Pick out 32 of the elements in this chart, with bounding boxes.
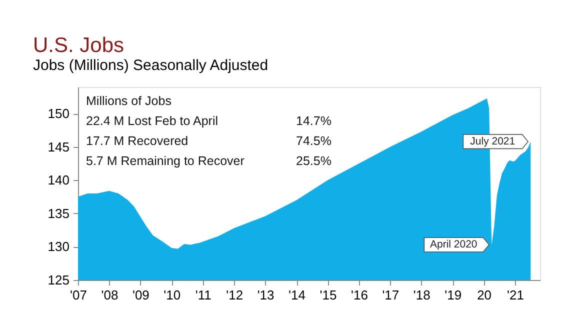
annotation: 14.7% <box>296 114 332 128</box>
x-tick-label: '15 <box>320 288 337 302</box>
x-tick-label: 20 <box>477 288 492 302</box>
x-tick-label: '09 <box>132 288 150 302</box>
y-tick-label: 145 <box>48 139 70 154</box>
y-tick-label: 150 <box>48 106 70 122</box>
x-tick-label: '07 <box>70 288 87 302</box>
x-tick-label: '10 <box>164 288 181 302</box>
x-tick-label: '08 <box>101 288 118 302</box>
x-tick-label: '19 <box>444 288 462 302</box>
y-tick-label: 140 <box>48 172 70 188</box>
x-tick-label: '17 <box>382 288 400 302</box>
x-tick-label: '13 <box>257 288 274 302</box>
annotation: July 2021 <box>470 136 516 148</box>
chart-title: U.S. Jobs <box>33 34 124 57</box>
y-tick-label: 135 <box>48 206 70 221</box>
annotation: 17.7 M Recovered <box>86 134 188 148</box>
annotation: Millions of Jobs <box>86 94 172 108</box>
x-tick-label: '21 <box>507 288 524 302</box>
x-tick-label: '12 <box>226 288 244 302</box>
x-tick-label: '14 <box>288 288 306 302</box>
annotation: 5.7 M Remaining to Recover <box>86 154 244 168</box>
annotation: April 2020 <box>430 238 478 251</box>
chart-subtitle: Jobs (Millions) Seasonally Adjusted <box>33 57 268 74</box>
annotation: 25.5% <box>296 154 332 168</box>
annotation: 74.5% <box>296 134 332 148</box>
x-tick-label: '16 <box>350 288 368 302</box>
y-tick-label: 125 <box>48 272 70 288</box>
x-tick-label: '18 <box>413 288 430 302</box>
x-tick-label: '11 <box>195 288 212 302</box>
annotation: 22.4 M Lost Feb to April <box>86 114 218 128</box>
y-tick-label: 130 <box>48 239 70 254</box>
